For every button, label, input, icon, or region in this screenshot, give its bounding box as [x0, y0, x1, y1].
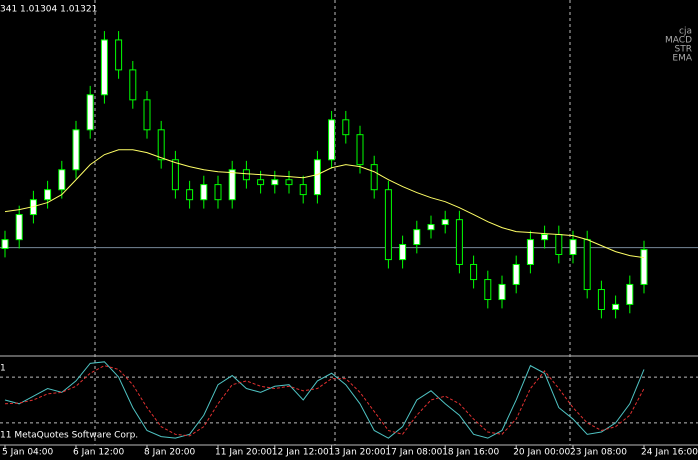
candle-body [583, 239, 591, 291]
candle-body [498, 283, 506, 301]
candle-body [541, 234, 549, 241]
candle-body [569, 239, 577, 255]
candle-body [285, 179, 293, 186]
candle-body [441, 219, 449, 226]
candle-body [86, 94, 94, 131]
candle-body [214, 184, 222, 201]
indicator-label: MACD [665, 36, 692, 46]
candle-body [44, 189, 52, 201]
candle-body [257, 179, 265, 186]
x-tick-label: 11 Jan 20:00 [215, 448, 272, 458]
candle-body [129, 69, 137, 101]
oscillator-line [4, 365, 645, 437]
candle-body [555, 234, 563, 255]
candle-body [356, 134, 364, 166]
candle-body [58, 169, 66, 191]
candle-body [115, 39, 123, 71]
candle-body [228, 169, 236, 201]
indicator-label: EMA [672, 54, 692, 64]
oscillator-line [4, 361, 645, 439]
candle-body [413, 229, 421, 246]
candle-body [157, 129, 165, 161]
candle-body [15, 214, 23, 241]
indicator-label: STR [675, 45, 692, 55]
candle-body [597, 289, 605, 311]
x-tick-label: 12 Jan 12:00 [272, 448, 329, 458]
candle-body [455, 219, 463, 265]
ema-line [4, 149, 645, 259]
candle-body [370, 164, 378, 191]
candle-body [100, 39, 108, 96]
candle-body [72, 129, 80, 171]
candle-body [470, 263, 478, 281]
x-tick-label: 24 Jan 16:00 [641, 448, 698, 458]
candle-body [384, 189, 392, 261]
candle-body [299, 184, 307, 196]
candle-body [242, 169, 250, 181]
candle-body [328, 119, 336, 161]
candle-body [313, 159, 321, 196]
candle-body [200, 184, 208, 201]
x-tick-label: 8 Jan 20:00 [144, 448, 196, 458]
footer: 11 MetaQuotes Software Corp. [0, 431, 138, 441]
candle-body [271, 179, 279, 186]
x-tick-label: 23 Jan 08:00 [570, 448, 627, 458]
candle-body [171, 159, 179, 191]
x-tick-label: 6 Jan 12:00 [73, 448, 125, 458]
candle-body [399, 244, 407, 261]
x-tick-label: 20 Jan 00:00 [513, 448, 570, 458]
candle-body [143, 99, 151, 131]
candle-body [612, 303, 620, 311]
candle-body [512, 263, 520, 285]
candle-body [526, 239, 534, 265]
x-tick-label: 18 Jan 16:00 [442, 448, 499, 458]
candle-body [186, 189, 194, 201]
x-tick-label: 5 Jan 04:00 [2, 448, 54, 458]
x-tick-label: 17 Jan 08:00 [385, 448, 442, 458]
candle-body [342, 119, 350, 136]
panel-label: 1 [0, 364, 6, 374]
candle-body [640, 249, 648, 285]
candle-body [484, 279, 492, 301]
header: 341 1.01304 1.01321 [0, 5, 97, 15]
candle-body [1, 239, 9, 249]
candle-body [427, 224, 435, 231]
indicator-label: cja [679, 27, 692, 37]
x-tick-label: 13 Jan 20:00 [329, 448, 386, 458]
candle-body [626, 283, 634, 305]
